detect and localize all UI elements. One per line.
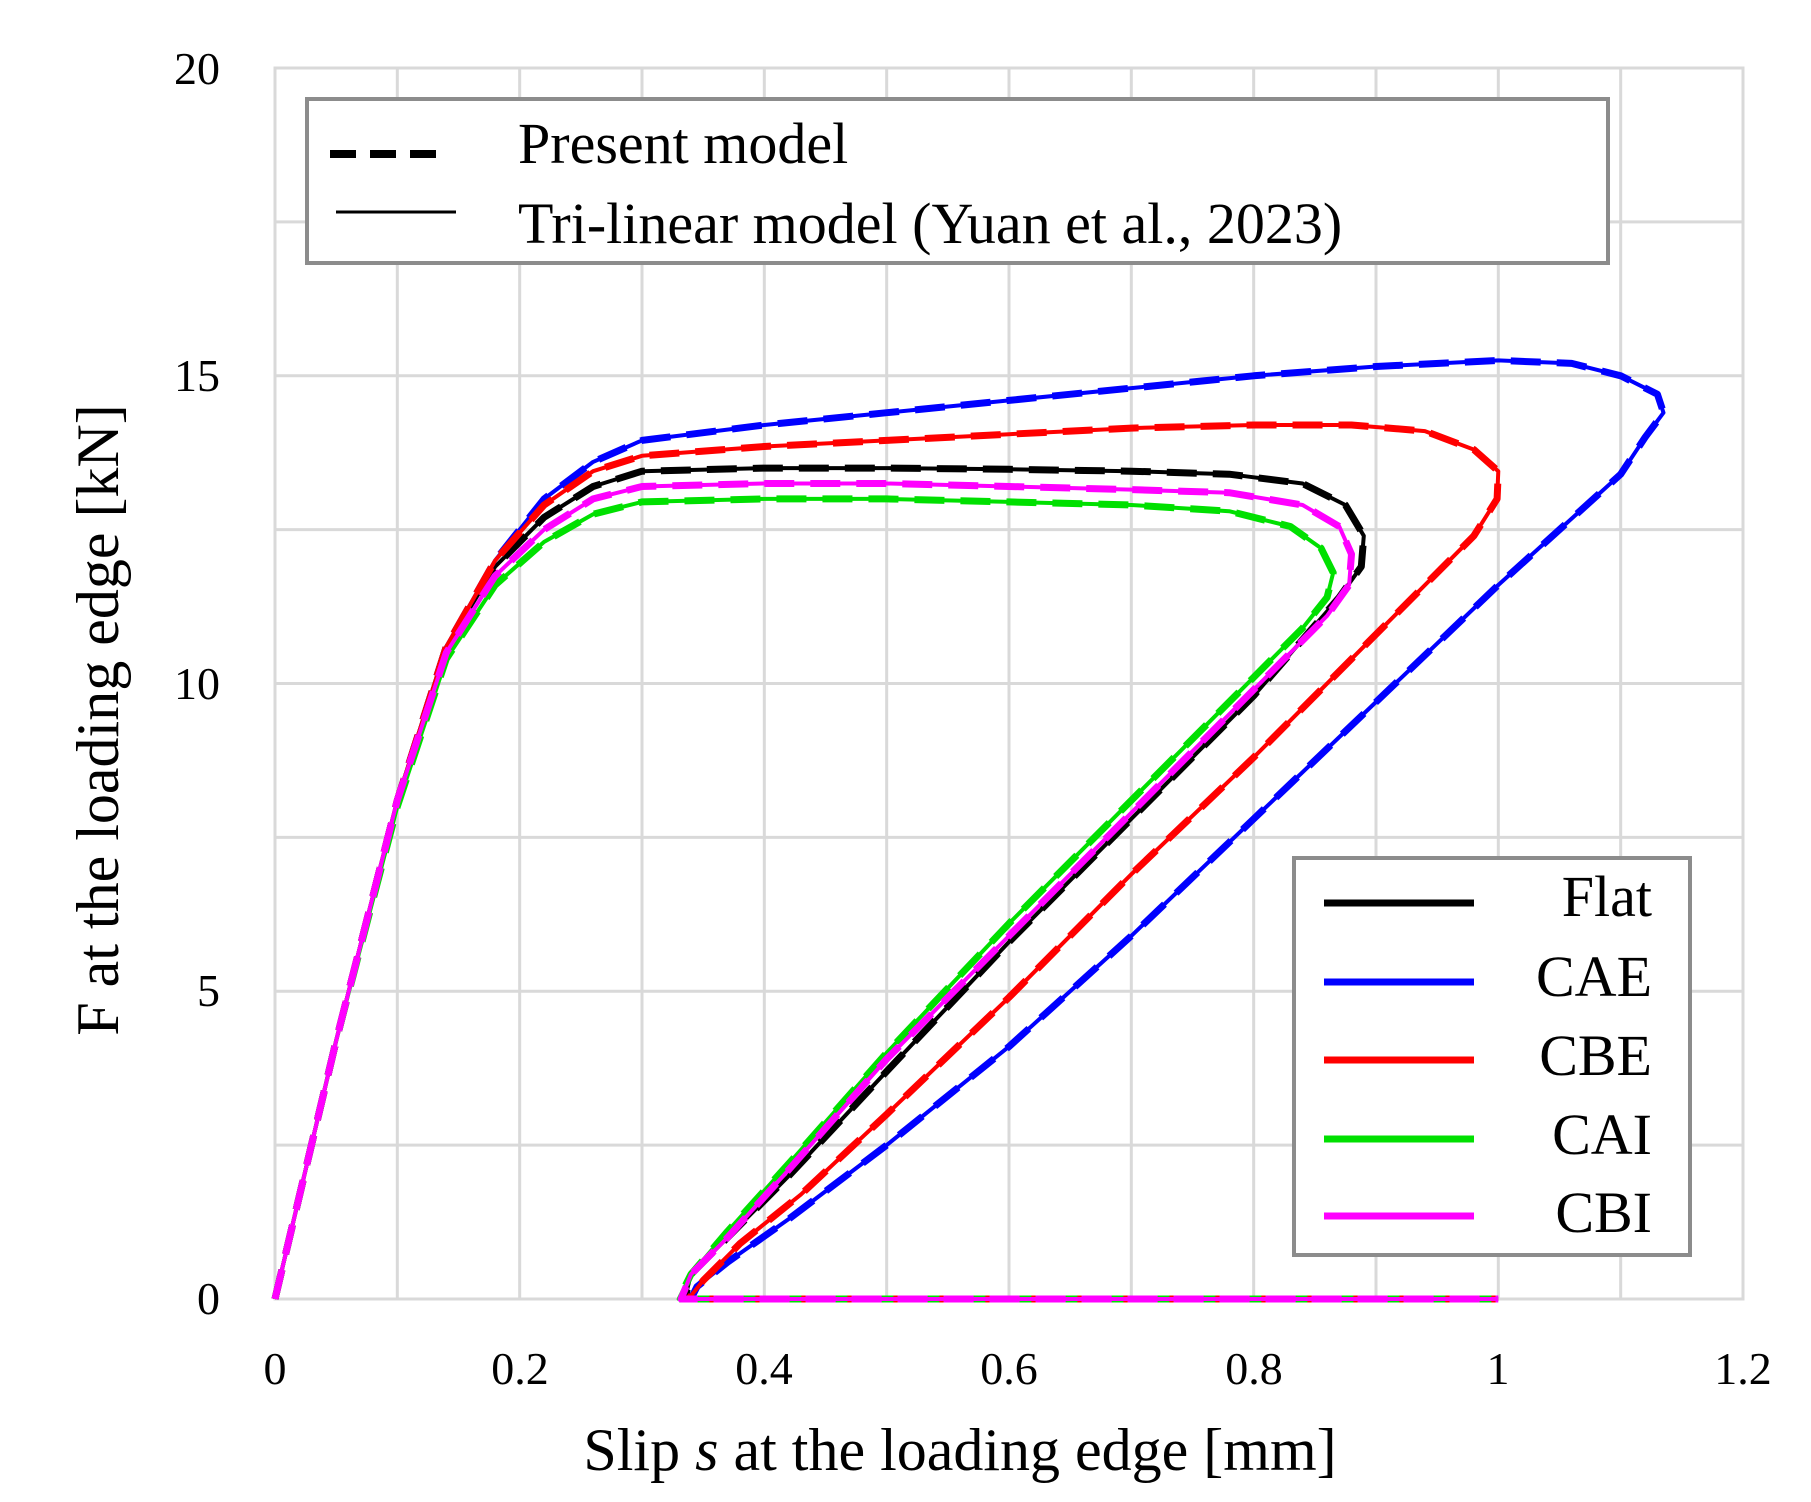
- x-axis-title: Slip s at the loading edge [mm]: [583, 1417, 1336, 1483]
- x-tick-label: 1: [1487, 1343, 1510, 1394]
- series-layer: [271, 356, 1667, 1303]
- x-tick-label: 0.4: [735, 1343, 793, 1394]
- model-legend-label-trilinear: Tri-linear model (Yuan et al., 2023): [518, 191, 1342, 256]
- legend-label-cbi: CBI: [1555, 1180, 1652, 1245]
- legend-label-cai: CAI: [1552, 1102, 1652, 1167]
- legend-label-flat: Flat: [1562, 864, 1652, 929]
- y-tick-label: 15: [174, 350, 220, 401]
- series-cbi-present-model-line: [271, 480, 1499, 1303]
- series-flat-present-model-line: [271, 464, 1499, 1303]
- model-legend: Present model Tri-linear model (Yuan et …: [305, 97, 1610, 265]
- series-cbe-present-model-line: [271, 421, 1502, 1303]
- x-axis-ticks: 0 0.2 0.4 0.6 0.8 1 1.2: [264, 1343, 1772, 1394]
- x-axis-title-part: at the loading edge [mm]: [718, 1417, 1336, 1483]
- series-cae-present-model-line: [271, 356, 1667, 1303]
- x-axis-title-italic-part: s: [695, 1417, 718, 1483]
- x-tick-label: 0.6: [980, 1343, 1038, 1394]
- x-tick-label: 0.2: [491, 1343, 549, 1394]
- y-tick-label: 0: [197, 1273, 220, 1324]
- y-axis-title: F at the loading edge [kN]: [65, 404, 131, 1036]
- model-legend-label-present: Present model: [518, 111, 848, 176]
- y-tick-label: 10: [174, 658, 220, 709]
- x-axis-title-part: Slip: [583, 1417, 695, 1483]
- series-legend: Flat CAE CBE CAI CBI: [1292, 856, 1692, 1257]
- x-tick-label: 0: [264, 1343, 287, 1394]
- y-axis-ticks: 0 5 10 15 20: [174, 43, 220, 1324]
- x-tick-label: 1.2: [1714, 1343, 1772, 1394]
- y-tick-label: 5: [197, 965, 220, 1016]
- y-tick-label: 20: [174, 43, 220, 94]
- legend-label-cae: CAE: [1536, 944, 1652, 1009]
- series-cai-present-model-line: [271, 495, 1499, 1303]
- x-tick-label: 0.8: [1225, 1343, 1283, 1394]
- model-legend-box: [305, 97, 1610, 265]
- legend-label-cbe: CBE: [1539, 1023, 1652, 1088]
